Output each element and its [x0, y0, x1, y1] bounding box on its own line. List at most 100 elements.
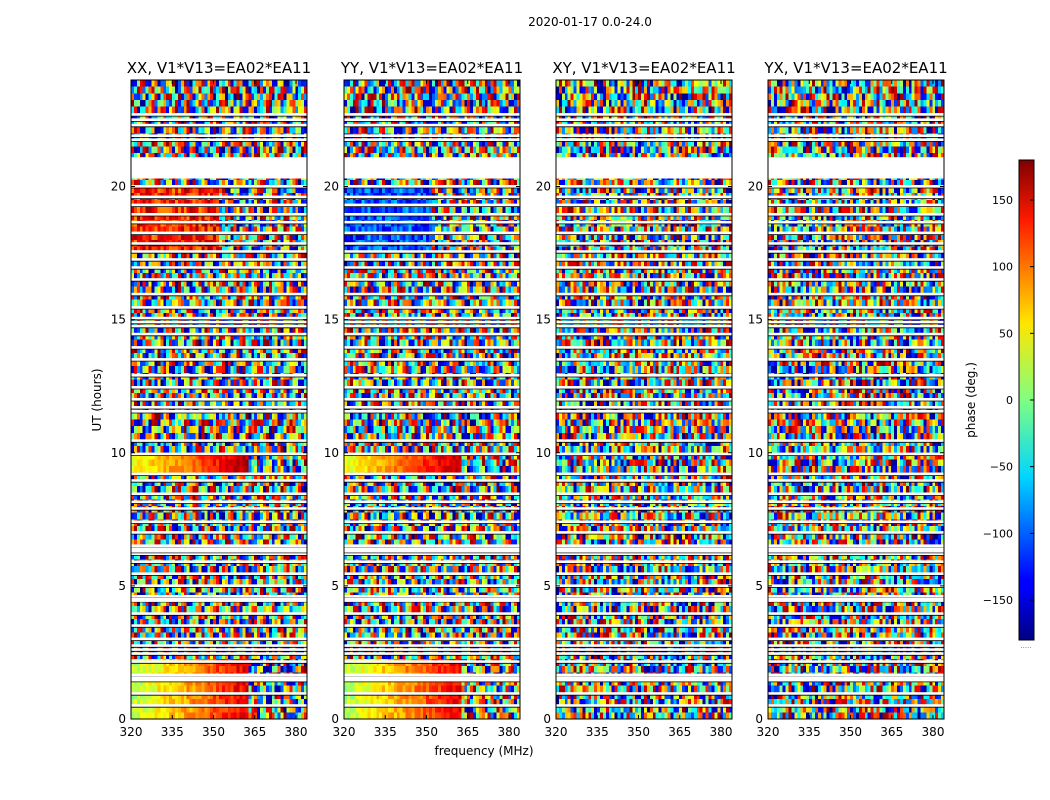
- flagged-row: [131, 492, 307, 496]
- flagged-row: [131, 250, 307, 254]
- y-tick-label: 20: [324, 180, 339, 194]
- y-tick-label: 0: [755, 712, 763, 726]
- flagged-row: [344, 660, 520, 664]
- flagged-row: [344, 644, 520, 648]
- flagged-row: [131, 398, 307, 401]
- flagged-row: [768, 692, 944, 696]
- flagged-row: [556, 520, 732, 524]
- flagged-row: [768, 250, 944, 254]
- y-tick-label: 15: [111, 313, 126, 327]
- flagged-row: [344, 612, 520, 616]
- flagged-band: [768, 676, 944, 681]
- flagged-row: [131, 266, 307, 270]
- flagged-band: [556, 597, 732, 602]
- flagged-row: [556, 612, 732, 616]
- flagged-row: [768, 185, 944, 188]
- flagged-row: [131, 673, 307, 677]
- y-tick-label: 15: [748, 313, 763, 327]
- flagged-row: [131, 472, 307, 476]
- flagged-row: [344, 138, 520, 142]
- flagged-row: [131, 231, 307, 235]
- y-tick-label: 15: [324, 313, 339, 327]
- flagged-row: [131, 358, 307, 362]
- flagged-row: [556, 552, 732, 556]
- flagged-row: [344, 195, 520, 199]
- flagged-row: [768, 644, 944, 648]
- flagged-row: [131, 278, 307, 282]
- x-tick-label: 320: [120, 725, 143, 739]
- flagged-row: [344, 452, 520, 456]
- flagged-row: [344, 250, 520, 254]
- flagged-row: [556, 410, 732, 413]
- flagged-row: [344, 595, 520, 598]
- flagged-row: [556, 138, 732, 142]
- flagged-row: [344, 123, 520, 127]
- flagged-row: [556, 584, 732, 588]
- x-tick-label: 350: [627, 725, 650, 739]
- flagged-row: [131, 410, 307, 413]
- flagged-row: [768, 231, 944, 235]
- flagged-row: [556, 185, 732, 188]
- y-tick-label: 5: [118, 579, 126, 593]
- flagged-row: [344, 220, 520, 224]
- flagged-row: [131, 552, 307, 556]
- flagged-band: [768, 157, 944, 179]
- flagged-row: [131, 572, 307, 576]
- flagged-row: [556, 492, 732, 496]
- flagged-row: [344, 531, 520, 535]
- flagged-row: [768, 203, 944, 207]
- flagged-row: [344, 572, 520, 576]
- panel-title: YY, V1*V13=EA02*EA11: [340, 59, 523, 77]
- flagged-row: [768, 492, 944, 496]
- flagged-row: [768, 673, 944, 677]
- flagged-row: [344, 118, 520, 122]
- flagged-row: [768, 552, 944, 556]
- flagged-row: [556, 113, 732, 117]
- y-tick-label: 0: [331, 712, 339, 726]
- colorbar-extra-label: .....: [1020, 642, 1031, 650]
- flagged-row: [768, 406, 944, 409]
- flagged-row: [768, 306, 944, 310]
- flagged-row: [131, 612, 307, 616]
- flagged-row: [768, 266, 944, 270]
- flagged-row: [131, 584, 307, 588]
- flagged-row: [768, 637, 944, 641]
- y-tick-label: 10: [748, 446, 763, 460]
- y-tick-label: 20: [748, 180, 763, 194]
- flagged-row: [556, 316, 732, 320]
- flagged-row: [556, 123, 732, 127]
- x-tick-label: 350: [202, 725, 225, 739]
- flagged-row: [768, 544, 944, 548]
- panel-yy: YY, V1*V13=EA02*EA11 320 335 350 365 380 0 5 10 1…: [324, 59, 523, 739]
- flagged-row: [344, 374, 520, 377]
- flagged-row: [131, 242, 307, 246]
- flagged-row: [344, 231, 520, 235]
- y-tick-label: 10: [536, 446, 551, 460]
- x-tick-label: 365: [880, 725, 903, 739]
- flagged-row: [344, 320, 520, 324]
- flagged-row: [768, 195, 944, 199]
- flagged-row: [131, 134, 307, 138]
- flagged-row: [768, 374, 944, 377]
- flagged-row: [344, 584, 520, 588]
- flagged-row: [768, 500, 944, 504]
- flagged-row: [768, 584, 944, 588]
- x-tick-label: 335: [586, 725, 609, 739]
- flagged-row: [556, 213, 732, 216]
- flagged-row: [556, 624, 732, 628]
- flagged-row: [556, 346, 732, 350]
- flagged-row: [344, 544, 520, 548]
- flagged-row: [131, 306, 307, 310]
- flagged-row: [131, 452, 307, 456]
- colorbar-label: phase (deg.): [964, 362, 978, 438]
- x-tick-label: 335: [161, 725, 184, 739]
- flagged-row: [556, 406, 732, 409]
- flagged-row: [344, 266, 520, 270]
- flagged-row: [556, 595, 732, 598]
- flagged-row: [131, 624, 307, 628]
- flagged-row: [556, 572, 732, 576]
- flagged-row: [344, 242, 520, 246]
- panel-frame: [555, 79, 733, 720]
- y-tick-label: 5: [331, 579, 339, 593]
- flagged-row: [131, 320, 307, 324]
